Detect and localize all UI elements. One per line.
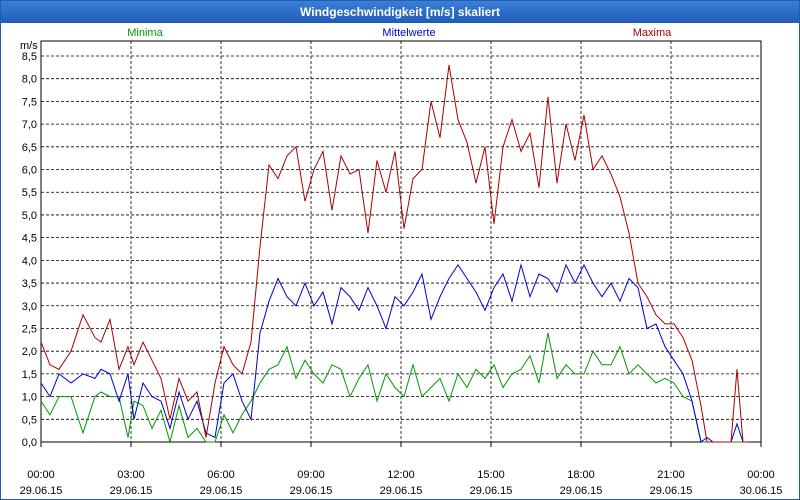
legend-mittelwerte: Mittelwerte bbox=[382, 27, 435, 39]
series-line-mittelwerte bbox=[40, 262, 749, 443]
x-tick-time: 12:00 bbox=[387, 469, 415, 481]
x-tick-date: 29.06.15 bbox=[470, 485, 513, 497]
y-tick-label: 2,5 bbox=[22, 323, 37, 335]
y-tick-label: 6,0 bbox=[22, 165, 37, 177]
window-title: Windgeschwindigkeit [m/s] skaliert bbox=[1, 1, 799, 23]
x-tick-date: 30.06.15 bbox=[740, 485, 783, 497]
y-tick-label: 1,5 bbox=[22, 369, 37, 381]
x-tick-time: 03:00 bbox=[117, 469, 145, 481]
x-tick-time: 00:00 bbox=[747, 469, 775, 481]
y-tick-label: 6,5 bbox=[22, 142, 37, 154]
x-tick-date: 29.06.15 bbox=[560, 485, 603, 497]
series-line-minima bbox=[40, 332, 749, 444]
y-tick-label: 3,5 bbox=[22, 278, 37, 290]
x-tick-time: 09:00 bbox=[297, 469, 325, 481]
y-tick-label: 5,5 bbox=[22, 187, 37, 199]
grid bbox=[40, 40, 762, 443]
y-tick-label: 7,5 bbox=[22, 96, 37, 108]
y-tick-label: 2,0 bbox=[22, 346, 37, 358]
x-axis-ticks: 00:00 29.06.15 03:00 29.06.15 06:00 29.06.15 0… bbox=[20, 442, 783, 497]
y-tick-label: 1,0 bbox=[22, 392, 37, 404]
series-line-maxima bbox=[40, 65, 749, 443]
y-tick-label: 8,5 bbox=[22, 51, 37, 63]
y-tick-label: 0,5 bbox=[22, 414, 37, 426]
x-tick-date: 29.06.15 bbox=[20, 485, 63, 497]
y-tick-label: 0,0 bbox=[22, 437, 37, 449]
y-tick-label: 5,0 bbox=[22, 210, 37, 222]
x-tick-date: 29.06.15 bbox=[380, 485, 423, 497]
y-tick-label: 7,0 bbox=[22, 119, 37, 131]
y-tick-label: 4,0 bbox=[22, 255, 37, 267]
legend-maxima: Maxima bbox=[633, 27, 672, 39]
x-tick-time: 15:00 bbox=[477, 469, 505, 481]
x-tick-date: 29.06.15 bbox=[200, 485, 243, 497]
x-tick-time: 21:00 bbox=[657, 469, 685, 481]
x-tick-time: 18:00 bbox=[567, 469, 595, 481]
x-tick-date: 29.06.15 bbox=[290, 485, 333, 497]
y-tick-label: 8,0 bbox=[22, 74, 37, 86]
x-tick-date: 29.06.15 bbox=[110, 485, 153, 497]
x-tick-time: 00:00 bbox=[27, 469, 55, 481]
y-tick-label: 3,0 bbox=[22, 301, 37, 313]
y-axis-ticks: 0,0 0,5 1,0 1,5 2,0 2,5 3,0 3,5 4,0 4,5 5,0 5,5 6,0 6… bbox=[22, 51, 37, 449]
x-tick-time: 06:00 bbox=[207, 469, 235, 481]
x-tick-date: 29.06.15 bbox=[650, 485, 693, 497]
y-axis-label: m/s bbox=[20, 40, 38, 52]
legend-minima: Minima bbox=[127, 27, 163, 39]
series-lines bbox=[40, 65, 749, 444]
y-tick-label: 4,5 bbox=[22, 233, 37, 245]
